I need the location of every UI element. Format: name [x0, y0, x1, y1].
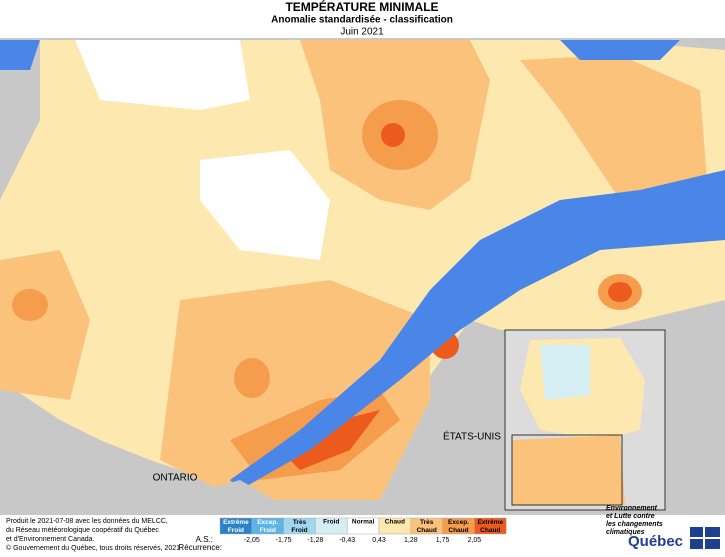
extreme-zone	[280, 410, 380, 470]
title: TEMPÉRATURE MINIMALE	[285, 0, 438, 14]
legend-label: Excep. Chaud	[448, 519, 469, 534]
ministry: et Lutte contre	[606, 513, 655, 520]
hot-zone	[234, 358, 270, 398]
legend-label: Très Chaud	[417, 519, 437, 534]
legend-threshold: 1,28	[404, 537, 418, 544]
legend-label: Normal	[352, 519, 375, 526]
credit-line: Produit le 2021-07-08 avec les données d…	[6, 518, 168, 525]
map-label: ÉTATS-UNIS	[443, 430, 501, 443]
map: ONTARIO ÉTATS-UNIS	[0, 38, 725, 515]
normal-zone	[75, 40, 250, 110]
ministry: les changements	[606, 521, 663, 528]
inset-map	[504, 329, 666, 511]
legend-label: Froid	[323, 519, 339, 526]
inset-south	[512, 435, 625, 505]
map-label: ONTARIO	[153, 473, 198, 484]
legend-threshold: -1,75	[276, 537, 292, 544]
ministry: Environnement	[606, 505, 658, 512]
legend-label: Extrême Froid	[223, 519, 249, 534]
legend-label: Excep. Froid	[257, 519, 278, 534]
inset-focus	[511, 434, 623, 506]
inset-cold	[540, 345, 590, 400]
warm-zone	[0, 250, 90, 400]
river	[230, 170, 725, 490]
legend-threshold: -1,28	[307, 537, 323, 544]
flag-cross	[690, 527, 720, 549]
recurrence-label: Récurrence:	[178, 543, 222, 552]
legend-threshold: 0,43	[372, 537, 386, 544]
ministry: climatiques	[606, 529, 645, 536]
as-label: A.S.:	[196, 535, 213, 544]
footer: Produit le 2021-07-08 avec les données d…	[6, 518, 180, 552]
legend-threshold: -2,05	[244, 537, 260, 544]
legend: A.S.: Récurrence: Extrême Froid Excep. Froi…	[178, 517, 507, 552]
legend-threshold: 2,05	[468, 537, 482, 544]
subtitle: Anomalie standardisée - classification	[271, 15, 453, 26]
credit-line: du Réseau météorologique coopératif du Q…	[6, 527, 159, 534]
brand-name: Québec	[628, 533, 683, 550]
hot-zone	[12, 289, 48, 321]
date: Juin 2021	[340, 27, 384, 38]
legend-label: Extrême Chaud	[477, 519, 503, 534]
normal-zone	[200, 150, 330, 260]
extreme-zone	[381, 123, 405, 147]
outside-area	[150, 480, 300, 515]
legend-threshold: -0,43	[339, 537, 355, 544]
legend-label: Chaud	[385, 519, 405, 526]
extreme-zone	[608, 282, 632, 302]
brand: Environnement et Lutte contre les change…	[606, 505, 720, 550]
credit-line: et d'Environnement Canada.	[6, 536, 95, 543]
legend-threshold: 1,75	[436, 537, 450, 544]
legend-swatch	[474, 517, 507, 535]
legend-label: Très Froid	[291, 519, 307, 534]
water	[0, 40, 680, 70]
copyright: © Gouvernement du Québec, tous droits ré…	[6, 544, 180, 552]
